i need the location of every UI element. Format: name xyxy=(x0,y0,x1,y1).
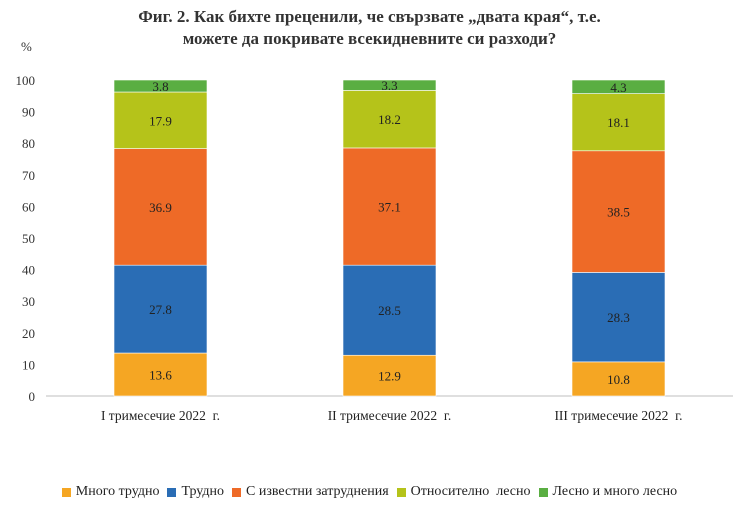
data-label: 3.8 xyxy=(152,79,168,94)
data-label: 28.5 xyxy=(378,303,401,318)
data-label: 27.8 xyxy=(149,302,172,317)
data-label: 36.9 xyxy=(149,200,172,215)
bar-segment xyxy=(342,79,437,91)
data-label: 38.5 xyxy=(607,205,630,220)
y-tick-label: 100 xyxy=(16,73,36,88)
bar-segment xyxy=(571,93,666,152)
legend-label: Лесно и много лесно xyxy=(552,484,678,499)
legend-label: Много трудно xyxy=(75,484,160,499)
data-label: 28.3 xyxy=(607,310,630,325)
x-tick-label: III тримесечие 2022 г. xyxy=(554,408,682,423)
y-tick-label: 70 xyxy=(22,168,35,183)
y-axis-label: % xyxy=(21,39,32,54)
data-label: 13.6 xyxy=(149,368,172,383)
data-label: 12.9 xyxy=(378,369,401,384)
legend-swatch xyxy=(167,487,177,497)
legend-swatch xyxy=(538,487,548,497)
data-label: 18.1 xyxy=(607,115,630,130)
x-tick-label: II тримесечие 2022 г. xyxy=(328,408,452,423)
y-tick-label: 80 xyxy=(22,136,35,151)
legend-item: Трудно xyxy=(167,484,224,500)
bar-segment xyxy=(571,272,666,363)
legend-swatch xyxy=(61,487,71,497)
data-label: 10.8 xyxy=(607,372,630,387)
bar-segment xyxy=(113,352,208,397)
legend-item: Лесно и много лесно xyxy=(538,484,678,500)
data-label: 18.2 xyxy=(378,112,401,127)
data-label: 37.1 xyxy=(378,200,401,215)
bar-segment xyxy=(571,150,666,273)
bar-segment xyxy=(342,147,437,266)
legend-label: Трудно xyxy=(181,484,225,499)
data-label: 17.9 xyxy=(149,113,172,128)
bar-segment xyxy=(113,91,208,149)
chart-title-line-1: Фиг. 2. Как бихте преценили, че свързват… xyxy=(138,7,601,26)
legend-label: С известни затруднения xyxy=(246,484,389,499)
legend-swatch xyxy=(396,487,406,497)
chart-title-line-2: можете да покривате всекидневните си раз… xyxy=(182,29,557,48)
x-tick-label: I тримесечие 2022 г. xyxy=(101,408,220,423)
legend-item: С известни затруднения xyxy=(232,484,389,500)
bar-segment xyxy=(113,148,208,266)
bar-segment xyxy=(342,90,437,149)
data-label: 3.3 xyxy=(381,78,397,93)
legend-item: Относително лесно xyxy=(396,484,531,500)
y-tick-label: 30 xyxy=(22,294,35,309)
legend-item: Много трудно xyxy=(61,484,160,500)
y-tick-label: 50 xyxy=(22,231,35,246)
y-tick-label: 10 xyxy=(22,357,35,372)
y-tick-label: 0 xyxy=(29,389,36,404)
bar-segment xyxy=(342,264,437,356)
chart-title: Фиг. 2. Как бихте преценили, че свързват… xyxy=(0,6,739,50)
y-tick-label: 40 xyxy=(22,263,35,278)
bar-segment xyxy=(113,264,208,354)
bar-segment xyxy=(113,79,208,93)
legend: Много трудно Трудно С известни затруднения… xyxy=(0,484,739,500)
y-tick-label: 90 xyxy=(22,105,35,120)
y-tick-label: 20 xyxy=(22,326,35,341)
legend-label: Относително лесно xyxy=(410,484,531,499)
legend-swatch xyxy=(232,487,242,497)
y-tick-label: 60 xyxy=(22,199,35,214)
data-label: 4.3 xyxy=(610,80,626,95)
bar-segment xyxy=(571,79,666,94)
bar-segment xyxy=(571,361,666,397)
